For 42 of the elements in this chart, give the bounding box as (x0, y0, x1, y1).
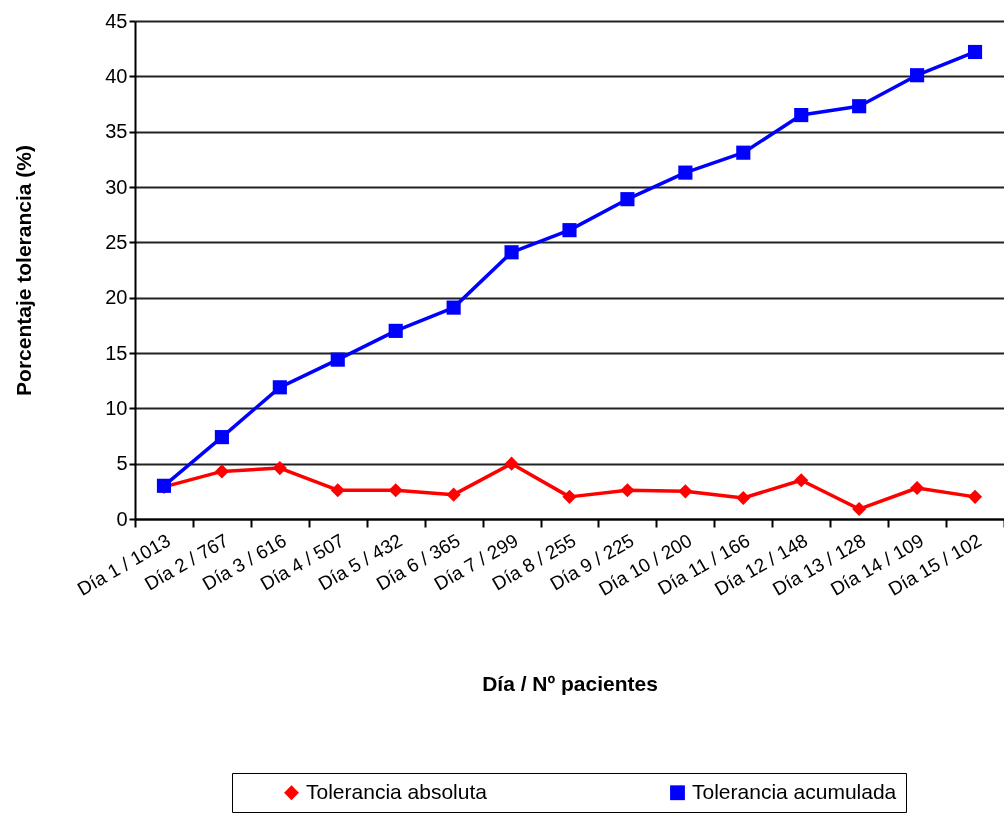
y-tick-label: 30 (105, 175, 128, 198)
y-tick-label: 0 (116, 507, 128, 530)
point (388, 323, 403, 338)
point (967, 44, 983, 60)
legend-label: Tolerancia acumulada (692, 779, 897, 803)
point (562, 223, 577, 238)
point (736, 145, 751, 160)
point (330, 483, 345, 498)
point (910, 480, 925, 496)
point (620, 483, 635, 498)
point (562, 489, 577, 504)
y-tick-label: 25 (105, 230, 128, 253)
point (272, 461, 287, 476)
point (446, 300, 461, 315)
point (388, 483, 403, 498)
y-tick-label: 40 (105, 64, 128, 87)
point (910, 68, 925, 83)
legend-label: Tolerancia absoluta (306, 779, 488, 803)
point (794, 473, 809, 488)
point (446, 487, 461, 502)
point (852, 501, 867, 517)
y-axis-title: Porcentaje tolerancia (%) (12, 145, 36, 396)
point (620, 192, 635, 207)
point (504, 245, 519, 260)
y-tick-label: 45 (105, 9, 128, 32)
y-tick-label: 35 (105, 120, 128, 143)
point (678, 484, 693, 499)
point (272, 380, 287, 395)
y-tick-label: 10 (105, 396, 128, 419)
point (736, 490, 751, 506)
point (214, 464, 229, 479)
point (330, 352, 345, 367)
y-tick-label: 20 (105, 286, 128, 309)
x-axis-title: Día / Nº pacientes (482, 671, 658, 695)
point (678, 165, 693, 180)
point (794, 108, 809, 123)
point (214, 430, 229, 445)
y-tick-label: 15 (105, 341, 128, 364)
y-tick-label: 5 (116, 452, 128, 475)
point (852, 99, 867, 114)
point (504, 456, 519, 471)
point (967, 489, 983, 504)
